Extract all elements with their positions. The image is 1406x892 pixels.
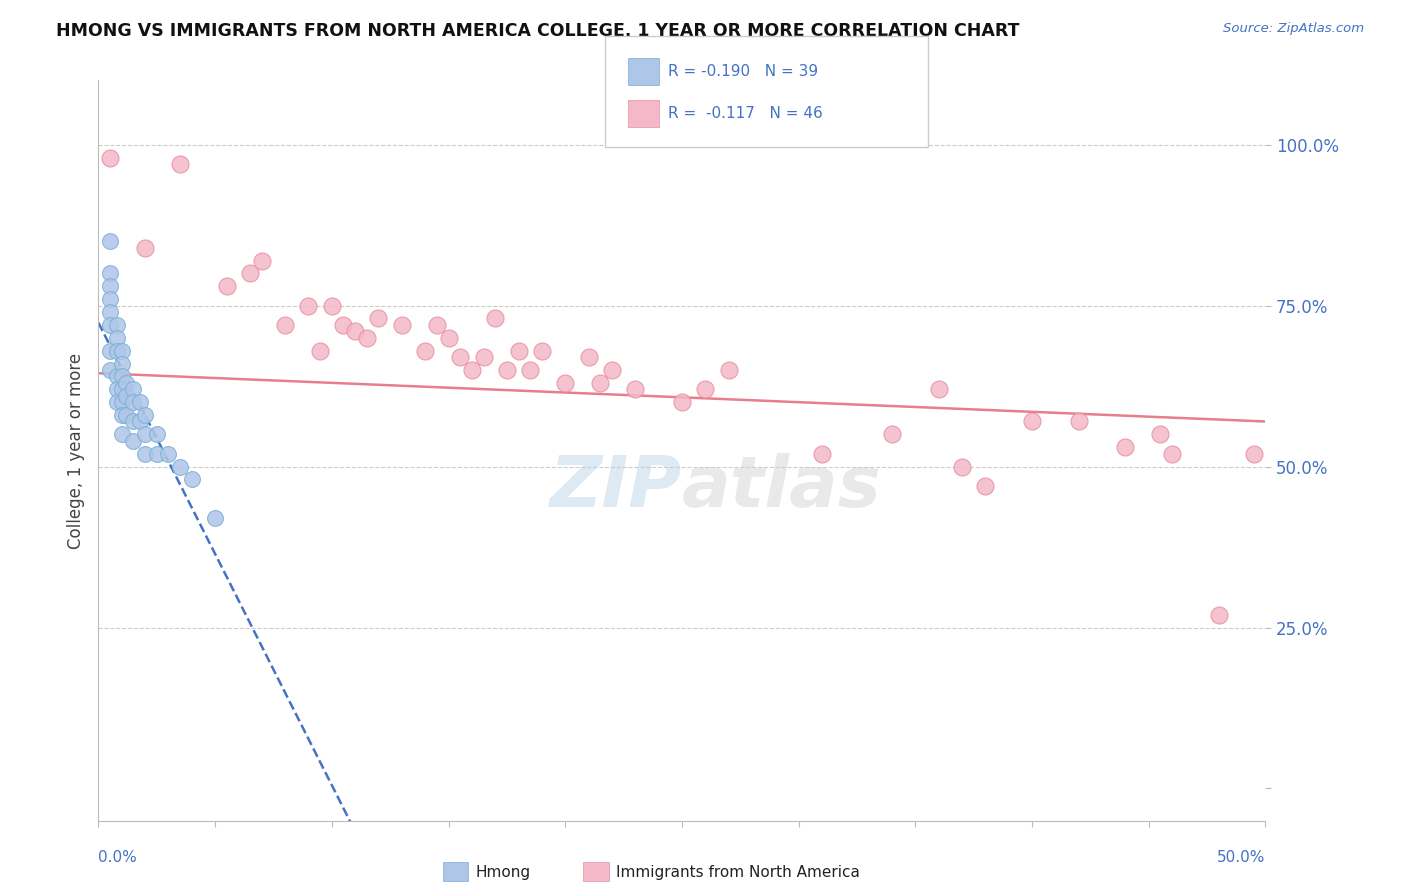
- Text: Source: ZipAtlas.com: Source: ZipAtlas.com: [1223, 22, 1364, 36]
- Point: [204, 511, 226, 525]
- Point: [105, 369, 128, 384]
- Point: [98, 318, 121, 332]
- Point: [129, 415, 152, 429]
- Point: [169, 459, 191, 474]
- Point: [115, 389, 138, 403]
- Point: [111, 343, 134, 358]
- Point: [717, 363, 740, 377]
- Point: [129, 395, 152, 409]
- Point: [134, 408, 156, 422]
- Point: [578, 350, 600, 364]
- Point: [356, 331, 378, 345]
- Point: [98, 151, 121, 165]
- Point: [1161, 447, 1184, 461]
- Point: [600, 363, 623, 377]
- Point: [1149, 427, 1171, 442]
- Point: [180, 472, 202, 486]
- Point: [157, 447, 180, 461]
- Point: [115, 408, 138, 422]
- Point: [426, 318, 449, 332]
- Point: [624, 382, 647, 396]
- Point: [111, 369, 134, 384]
- Point: [215, 279, 238, 293]
- Point: [297, 299, 319, 313]
- Point: [1021, 415, 1043, 429]
- Point: [519, 363, 541, 377]
- Point: [484, 311, 506, 326]
- Point: [111, 395, 134, 409]
- Point: [554, 376, 576, 390]
- Point: [391, 318, 413, 332]
- Point: [974, 479, 997, 493]
- Point: [671, 395, 693, 409]
- Point: [1067, 415, 1090, 429]
- Point: [589, 376, 612, 390]
- Point: [105, 318, 128, 332]
- Point: [98, 234, 121, 248]
- Point: [122, 415, 145, 429]
- Point: [111, 427, 134, 442]
- Point: [928, 382, 950, 396]
- Text: Immigrants from North America: Immigrants from North America: [616, 865, 859, 880]
- Point: [449, 350, 471, 364]
- Point: [98, 292, 121, 306]
- Point: [695, 382, 717, 396]
- Text: atlas: atlas: [682, 453, 882, 522]
- Point: [98, 279, 121, 293]
- Text: 0.0%: 0.0%: [98, 850, 138, 865]
- Text: Hmong: Hmong: [475, 865, 530, 880]
- Point: [472, 350, 495, 364]
- Point: [146, 447, 169, 461]
- Point: [1114, 440, 1136, 454]
- Point: [321, 299, 343, 313]
- Point: [122, 434, 145, 448]
- Text: HMONG VS IMMIGRANTS FROM NORTH AMERICA COLLEGE, 1 YEAR OR MORE CORRELATION CHART: HMONG VS IMMIGRANTS FROM NORTH AMERICA C…: [56, 22, 1019, 40]
- Point: [344, 324, 367, 338]
- Point: [950, 459, 973, 474]
- Text: R =  -0.117   N = 46: R = -0.117 N = 46: [668, 106, 823, 120]
- Point: [413, 343, 436, 358]
- Point: [134, 241, 156, 255]
- Point: [111, 408, 134, 422]
- Point: [134, 447, 156, 461]
- Point: [98, 267, 121, 281]
- Point: [437, 331, 460, 345]
- Point: [530, 343, 553, 358]
- Point: [239, 267, 262, 281]
- Point: [508, 343, 530, 358]
- Point: [496, 363, 519, 377]
- Point: [1208, 607, 1230, 622]
- Point: [1243, 447, 1265, 461]
- Point: [105, 395, 128, 409]
- Point: [880, 427, 903, 442]
- Y-axis label: College, 1 year or more: College, 1 year or more: [66, 352, 84, 549]
- Point: [111, 357, 134, 371]
- Text: R = -0.190   N = 39: R = -0.190 N = 39: [668, 64, 818, 78]
- Point: [309, 343, 332, 358]
- Point: [169, 157, 191, 171]
- Point: [105, 343, 128, 358]
- Text: 50.0%: 50.0%: [1218, 850, 1265, 865]
- Point: [250, 253, 273, 268]
- Text: ZIP: ZIP: [550, 453, 682, 522]
- Point: [332, 318, 354, 332]
- Point: [274, 318, 297, 332]
- Point: [105, 331, 128, 345]
- Point: [115, 376, 138, 390]
- Point: [811, 447, 834, 461]
- Point: [122, 382, 145, 396]
- Point: [134, 427, 156, 442]
- Point: [105, 382, 128, 396]
- Point: [111, 382, 134, 396]
- Point: [122, 395, 145, 409]
- Point: [98, 363, 121, 377]
- Point: [461, 363, 484, 377]
- Point: [367, 311, 389, 326]
- Point: [98, 305, 121, 319]
- Point: [146, 427, 169, 442]
- Point: [98, 343, 121, 358]
